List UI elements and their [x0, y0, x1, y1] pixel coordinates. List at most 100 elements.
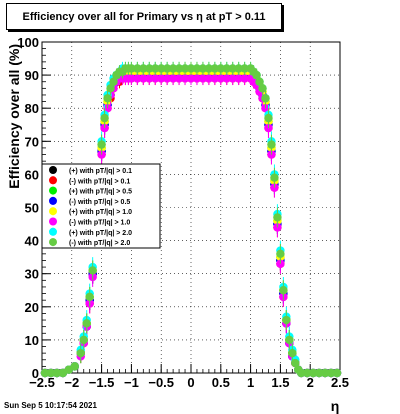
data-point [264, 113, 273, 123]
data-point [279, 286, 288, 295]
data-point [314, 368, 324, 378]
data-point [151, 74, 160, 83]
x-tick-label: −1 [124, 375, 139, 390]
data-point [308, 368, 318, 378]
data-point [204, 64, 214, 73]
data-point [139, 64, 148, 73]
data-point [162, 64, 172, 73]
legend-marker [49, 207, 57, 216]
x-tick-label: 1 [247, 375, 254, 390]
legend-marker [49, 238, 57, 247]
data-point [255, 77, 264, 86]
y-tick-label: 0 [32, 366, 39, 381]
x-tick-label: −2.5 [29, 375, 55, 390]
data-point [100, 113, 109, 123]
data-point [234, 74, 243, 83]
data-point [109, 77, 118, 86]
data-point [82, 319, 91, 328]
data-point [210, 64, 220, 73]
chart-title-box: Efficiency over all for Primary vs η at … [6, 3, 282, 30]
data-point [216, 74, 225, 83]
y-tick-label: 40 [25, 234, 39, 249]
data-point [273, 213, 282, 222]
x-tick-label: −2 [64, 375, 79, 390]
data-point [204, 74, 214, 83]
legend-label: (+) with pT/|q| > 2.0 [69, 230, 132, 237]
legend-label: (-) with pT/|q| > 2.0 [69, 240, 130, 247]
data-point [103, 94, 112, 103]
data-point [180, 74, 190, 83]
x-tick-label: −0.5 [148, 375, 174, 390]
data-point [276, 249, 285, 259]
data-point [240, 74, 249, 83]
x-tick-label: 0.5 [212, 375, 230, 390]
legend-label: (+) with pT/|q| > 0.5 [69, 189, 132, 196]
data-point [168, 64, 178, 73]
x-tick-label: 1.5 [271, 375, 289, 390]
legend-label: (+) with pT/|q| > 1.0 [69, 209, 132, 216]
y-tick-label: 50 [25, 201, 39, 216]
legend-marker [49, 186, 57, 195]
data-point [240, 64, 249, 73]
x-tick-label: 0 [187, 375, 194, 390]
data-point [261, 94, 270, 103]
x-tick-label: 2 [307, 375, 314, 390]
x-axis-label: η [331, 398, 340, 414]
chart-title: Efficiency over all for Primary vs η at … [22, 11, 266, 23]
data-point [288, 348, 297, 358]
data-point [127, 74, 136, 83]
data-point [79, 335, 88, 345]
y-tick-label: 100 [17, 35, 39, 50]
data-point [270, 173, 279, 182]
data-point [76, 348, 85, 358]
data-point [145, 64, 154, 73]
data-point [70, 362, 79, 371]
data-point [52, 368, 62, 378]
data-point [210, 74, 220, 83]
legend-marker [49, 166, 57, 174]
legend-label: (+) with pT/|q| > 0.1 [69, 168, 132, 175]
data-point [228, 74, 237, 83]
x-tick-label: −1.5 [89, 375, 115, 390]
data-point [303, 368, 312, 378]
y-tick-label: 60 [25, 167, 39, 182]
y-tick-label: 20 [25, 300, 39, 315]
data-point [258, 84, 267, 93]
data-point [297, 368, 306, 378]
data-point [222, 64, 231, 73]
data-point [198, 74, 208, 83]
data-point [133, 64, 142, 73]
y-tick-label: 30 [25, 267, 39, 282]
data-point [267, 140, 276, 149]
legend-label: (-) with pT/|q| > 1.0 [69, 220, 130, 227]
data-point [174, 74, 184, 83]
y-tick-label: 80 [25, 101, 39, 116]
data-point [88, 266, 97, 275]
x-tick-label: 2.5 [331, 375, 349, 390]
legend-marker [49, 217, 57, 226]
data-point [145, 74, 154, 83]
data-point [320, 368, 330, 378]
data-point [168, 74, 178, 83]
data-point [291, 358, 300, 368]
data-point [139, 74, 148, 83]
data-point [157, 74, 166, 83]
legend-marker [49, 176, 57, 185]
data-point [97, 140, 106, 149]
data-point [252, 70, 261, 80]
y-tick-label: 70 [25, 134, 39, 149]
y-tick-label: 90 [25, 68, 39, 83]
legend-marker [49, 227, 57, 236]
data-point [186, 74, 196, 83]
legend-label: (-) with pT/|q| > 0.5 [69, 199, 130, 206]
data-point [192, 74, 202, 83]
data-point [133, 74, 142, 83]
legend-marker [49, 196, 57, 205]
data-point [326, 368, 336, 378]
data-point [85, 292, 94, 302]
data-point [332, 368, 342, 378]
data-point [162, 74, 172, 83]
data-point [282, 315, 291, 325]
timestamp: Sun Sep 5 10:17:54 2021 [4, 401, 97, 410]
